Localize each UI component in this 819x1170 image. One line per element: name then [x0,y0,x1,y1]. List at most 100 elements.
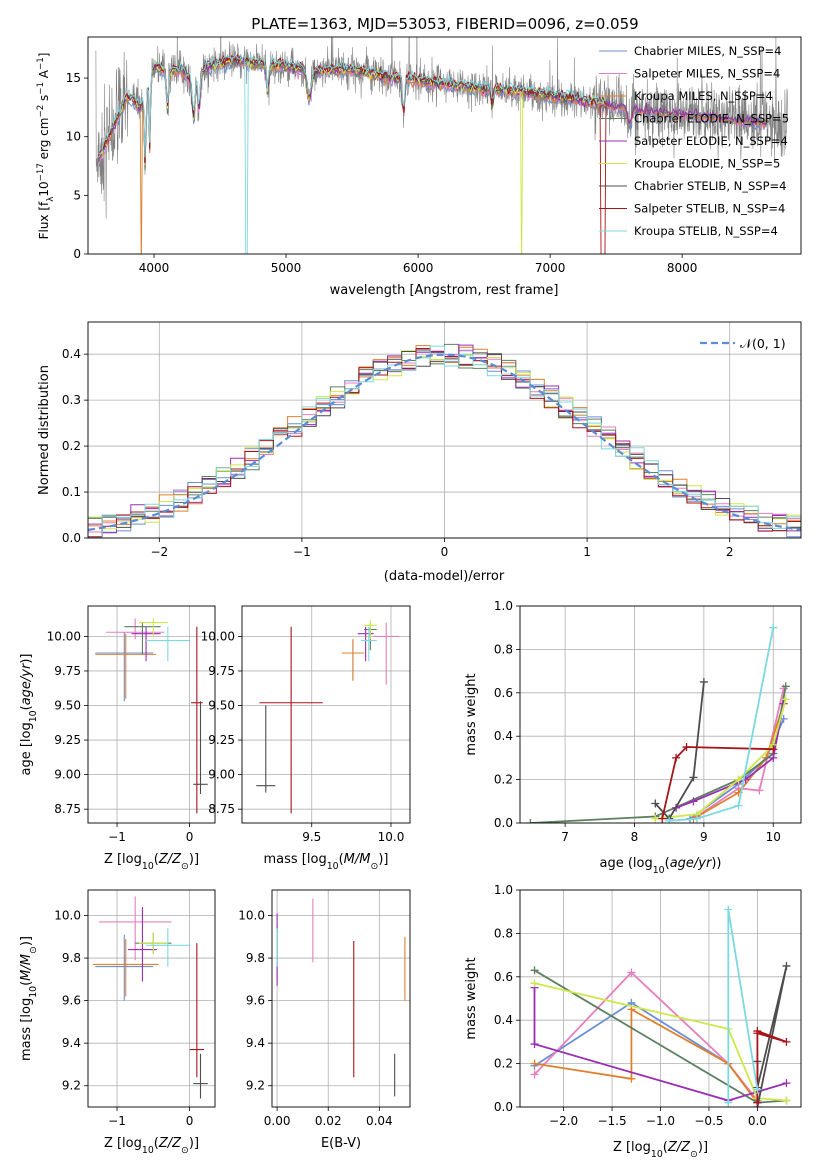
label-part: s [37,95,51,105]
legend-label: Chabrier STELIB, N_SSP=4 [634,179,786,193]
label-part: −17 [36,163,46,181]
axes-frame [241,605,411,824]
series-marker [699,677,708,686]
x-tick-label: 2 [726,545,734,559]
legend-label: Kroupa ELODIE, N_SSP=5 [634,157,780,171]
series-line [534,1007,759,1104]
series-marker [781,682,790,691]
errorbar-salpeter-miles [106,618,165,640]
errorbar-salpeter-stelib [259,626,323,814]
label-part: Z [log [104,1136,142,1151]
x-tick-label: −2.0 [549,1114,578,1128]
series-marker [651,814,660,823]
label-part: 10 [327,861,339,872]
y-tick-label: 9.00 [208,768,235,782]
series-kroupa-stelib [724,905,762,1107]
y-tick-label: 0.2 [494,1057,513,1071]
legend-label-text: Kroupa MILES, N_SSP=4 [634,89,773,103]
series-line [534,982,787,1102]
label-part: Z/Z [158,852,182,867]
y-tick-label: 10.00 [47,629,81,643]
x-tick-label: −1.5 [597,1114,626,1128]
legend-label: Chabrier MILES, N_SSP=4 [634,44,781,58]
errorbar-kroupa-stelib [146,626,190,662]
x-tick-label: 0 [186,830,194,844]
label-part: age/yr [19,662,34,705]
x-axis-label: (data-model)/error [384,569,505,584]
label-part: 10 [37,181,51,196]
series-marker [724,905,733,914]
x-tick-label: 10 [766,830,781,844]
label-part: erg cm [37,118,51,164]
legend-label: Chabrier ELODIE, N_SSP=5 [634,112,789,126]
x-tick-label: 0.00 [264,1114,291,1128]
y-tick-label: 9.50 [54,699,81,713]
errorbar-kroupa-miles [95,633,157,699]
axes-frame [271,889,411,1108]
label-part: ⊙ [181,1145,189,1156]
legend-label: Kroupa STELIB, N_SSP=4 [634,224,778,238]
label-part: −1 [36,57,46,70]
errorbar-chabrier-stelib [193,1053,208,1099]
series-marker [689,797,698,806]
label-part: ⊙ [28,946,39,954]
plot-area-mass_vs_Z [93,896,208,1099]
x-tick-label: −1 [108,830,126,844]
y-tick-label: 9.25 [208,733,235,747]
x-tick-label: 8 [631,830,639,844]
label-part: mass [log [264,852,327,867]
errorbar-salpeter-elodie [127,907,157,982]
y-tick-label: 1.0 [494,883,513,897]
series-marker [769,623,778,632]
series-line [661,746,774,819]
x-tick-label: 7000 [535,261,566,275]
legend-label-text: Chabrier ELODIE, N_SSP=5 [634,112,789,126]
x-axis-label: Z [log10(Z/Z⊙)] [104,852,199,872]
x-tick-label: 4000 [139,261,170,275]
y-tick-label: 0.2 [494,773,513,787]
y-axis-label: Normed distribution [37,365,52,495]
legend-label: Salpeter STELIB, N_SSP=4 [634,202,785,216]
axes-spectrum: 4000 5000 6000 7000 8000 0 5 10 15 wavelength [An… [36,36,802,298]
y-tick-label: 9.6 [246,994,265,1008]
plot-area-spectrum [95,37,788,254]
series-salpeter-stelib [658,743,778,823]
y-tick-label: 10.0 [238,909,265,923]
series-marker [753,1098,762,1107]
label-part: )] [378,852,388,867]
errorbar-chabrier-stelib [193,701,208,794]
label-part: ( [154,1136,159,1151]
label-part: 10 [142,861,154,872]
axes-frame [519,889,802,1108]
series-marker [651,799,660,808]
axes-residuals: −2 −1 0 1 2 0.0 0.1 0.2 0.3 0.4 (data-model)/error… [37,321,802,584]
x-tick-label: 0.02 [315,1114,342,1128]
label-part: )] [189,852,199,867]
y-tick-label: 5 [73,188,81,202]
errorbar-salpeter-stelib [189,943,205,1078]
label-part: M/M [19,954,34,981]
series-marker [530,1070,539,1079]
series-line [727,909,759,1103]
y-tick-label: 0.6 [494,970,513,984]
y-tick-label: 0.8 [494,642,513,656]
legend-label-text: Chabrier STELIB, N_SSP=4 [634,179,786,193]
model-spectrum-kroupa-stelib [98,53,607,254]
x-tick-label: 5000 [271,261,302,275]
y-tick-label: 0.4 [494,1013,513,1027]
series-line [654,681,705,821]
series-marker [665,816,674,823]
label-part: M/M [344,852,371,867]
label-part: ] [37,53,51,58]
x-tick-label: −0.5 [694,1114,723,1128]
series-marker [755,786,764,795]
errorbar-salpeter-miles [98,896,172,961]
series-marker [689,773,698,782]
label-part: ( [19,705,34,710]
y-tick-label: 0.3 [62,393,81,407]
label-part: λ [46,197,56,202]
series-marker [782,1079,791,1088]
label-part: )] [189,1136,199,1151]
y-tick-label: 9.4 [246,1036,265,1050]
